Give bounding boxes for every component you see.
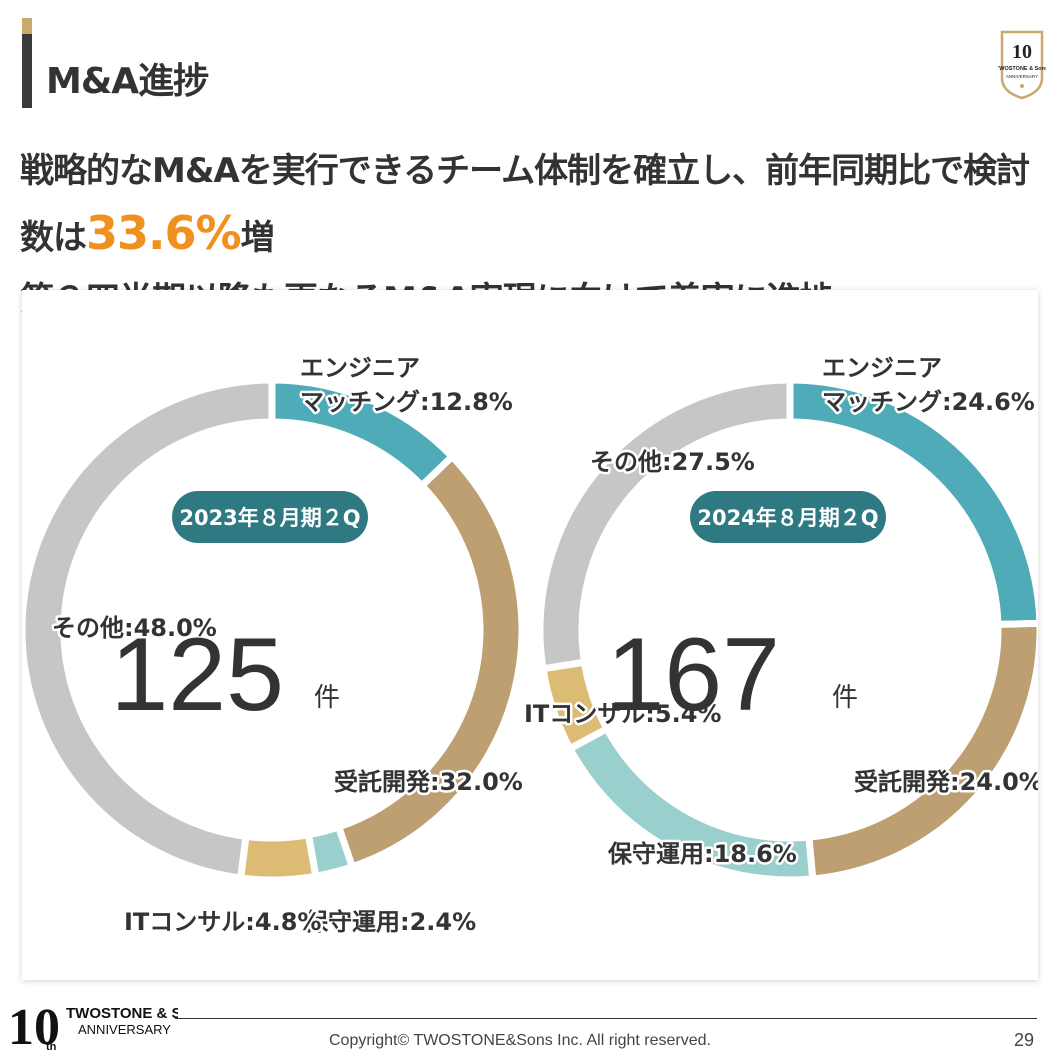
slice-label-maintenance: 保守運用:18.6% [607,840,797,868]
svg-text:ANNIVERSARY: ANNIVERSARY [1006,74,1038,79]
slice-contract [805,619,1038,883]
page-number: 29 [1013,1030,1034,1050]
copyright-text: Copyright© TWOSTONE&Sons Inc. All right … [329,1032,711,1049]
total-unit: 件 [832,683,858,713]
period-label: 2023年８月期２Q [179,506,360,530]
svg-text:10: 10 [1012,41,1032,63]
headline-highlight: 33.6% [86,206,242,260]
slice-label-other: その他:27.5% [590,448,755,476]
slice-label-contract: 受託開発:24.0% [854,768,1038,796]
chart-panel: エンジニアマッチング:12.8% 受託開発:32.0% 保守運用:2.4% ITコンサ… [22,290,1038,980]
slice-label-it: ITコンサル:4.8% [124,908,321,936]
footer-logo-sub: ANNIVERSARY [78,1022,171,1037]
slice-it [236,830,320,884]
donut-charts: エンジニアマッチング:12.8%受託開発:32.0%保守運用:2.4%ITコンサ… [22,352,1038,939]
slice-other [22,376,276,882]
period-pill [690,491,886,543]
period-label: 2024年８月期２Q [697,506,878,530]
footer-logo: 10 th TWOSTONE & Sons ANNIVERSARY [8,999,178,1054]
page-title: M&A進捗 [46,61,209,102]
total-count: 167 [606,617,780,733]
footer-logo-suffix: th [46,1041,57,1053]
slice-label-engineer: エンジニアマッチング:24.6% [822,354,1035,416]
slice-label-contract: 受託開発:32.0% [334,768,523,796]
svg-text:TWOSTONE & Sons: TWOSTONE & Sons [998,66,1046,72]
slice-label-other: その他:48.0% [52,614,217,642]
donut-chart-1: エンジニアマッチング:12.8% 受託開発:32.0% 保守運用:2.4%ITコンサ… [22,352,526,939]
donut-chart-2: エンジニアマッチング:24.6% 受託開発:24.0% 保守運用:18.6% ITコン… [522,352,1038,884]
total-count: 125 [110,617,284,733]
footer-logo-brand: TWOSTONE & Sons [66,1005,178,1022]
headline-line-1: 戦略的なM&Aを実行できるチーム体制を確立し、前年同期比で検討数は33.6%増 [20,140,1050,269]
slice-label-maintenance: 保守運用:2.4% [303,908,476,936]
slice-label-engineer: エンジニアマッチング:12.8% [300,354,513,416]
total-unit: 件 [314,683,340,713]
headline-suffix: 増 [240,218,275,258]
anniversary-emblem: 10 TWOSTONE & Sons ANNIVERSARY [998,30,1046,100]
title-accent-bar [22,18,32,34]
svg-text:10: 10 [8,999,60,1054]
slice-other [536,376,794,673]
slice-label-it: ITコンサル:5.4% [524,700,721,728]
footer-divider [175,1018,1037,1019]
slice-engineer [786,376,1038,629]
period-pill [172,491,368,543]
headline-text: 戦略的なM&Aを実行できるチーム体制を確立し、前年同期比で検討数は [20,151,1030,258]
title-bar [22,34,32,108]
